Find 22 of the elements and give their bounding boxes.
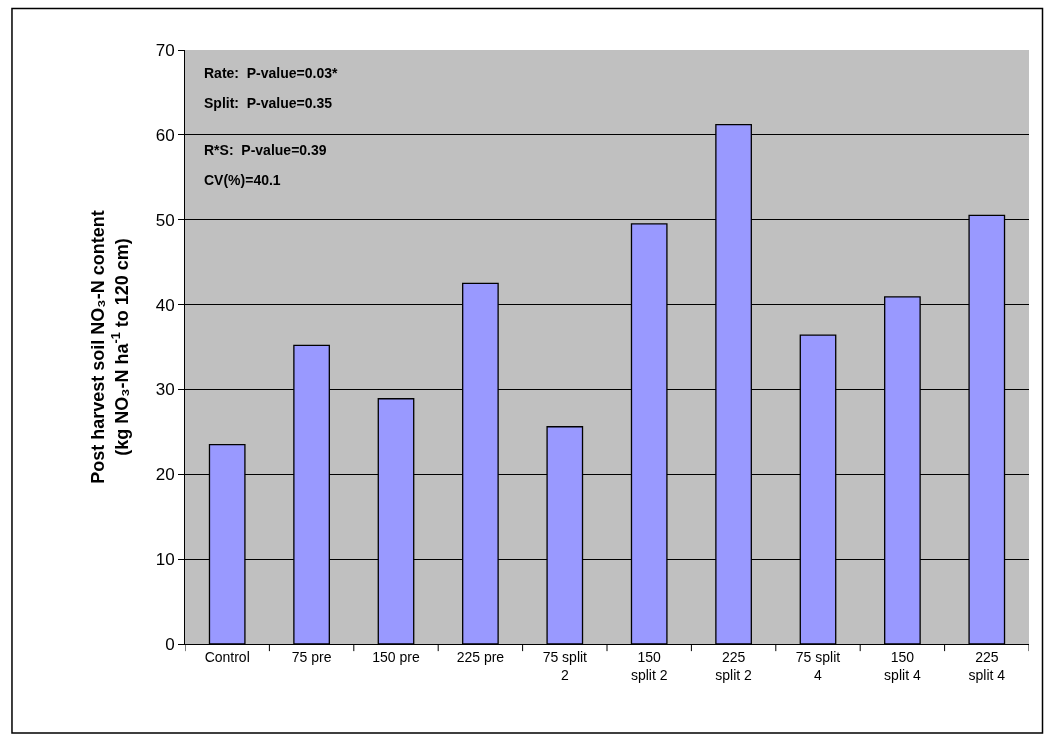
annotation: CV(%)=40.1 xyxy=(204,172,281,188)
y-tick-label: 60 xyxy=(155,125,175,145)
y-tick-label: 30 xyxy=(155,380,175,400)
annotation: R*S: P-value=0.39 xyxy=(204,142,327,158)
x-tick-label: Control xyxy=(204,648,250,665)
y-tick-label: 10 xyxy=(155,550,175,570)
x-tick-label: 150 pre xyxy=(372,648,420,665)
y-tick-label: 0 xyxy=(165,634,175,654)
x-tick-label: 75 pre xyxy=(291,648,332,665)
x-tick-label: 75 split 2 xyxy=(542,648,588,683)
x-tick-label: 75 split 4 xyxy=(795,648,841,683)
x-tick-label: 225 split 4 xyxy=(968,648,1006,683)
x-tick-label: 150 split 2 xyxy=(630,648,668,683)
annotation: Rate: P-value=0.03* xyxy=(204,65,339,81)
x-tick-label: 150 split 4 xyxy=(884,648,921,683)
annotation: Split: P-value=0.35 xyxy=(204,95,333,111)
y-tick-label: 40 xyxy=(155,295,175,315)
y-tick-label: 70 xyxy=(155,40,175,60)
y-tick-label: 50 xyxy=(155,210,175,230)
x-tick-label: 225 pre xyxy=(456,648,505,665)
x-tick-label: 225 split 2 xyxy=(715,648,753,683)
y-tick-label: 20 xyxy=(155,465,175,485)
